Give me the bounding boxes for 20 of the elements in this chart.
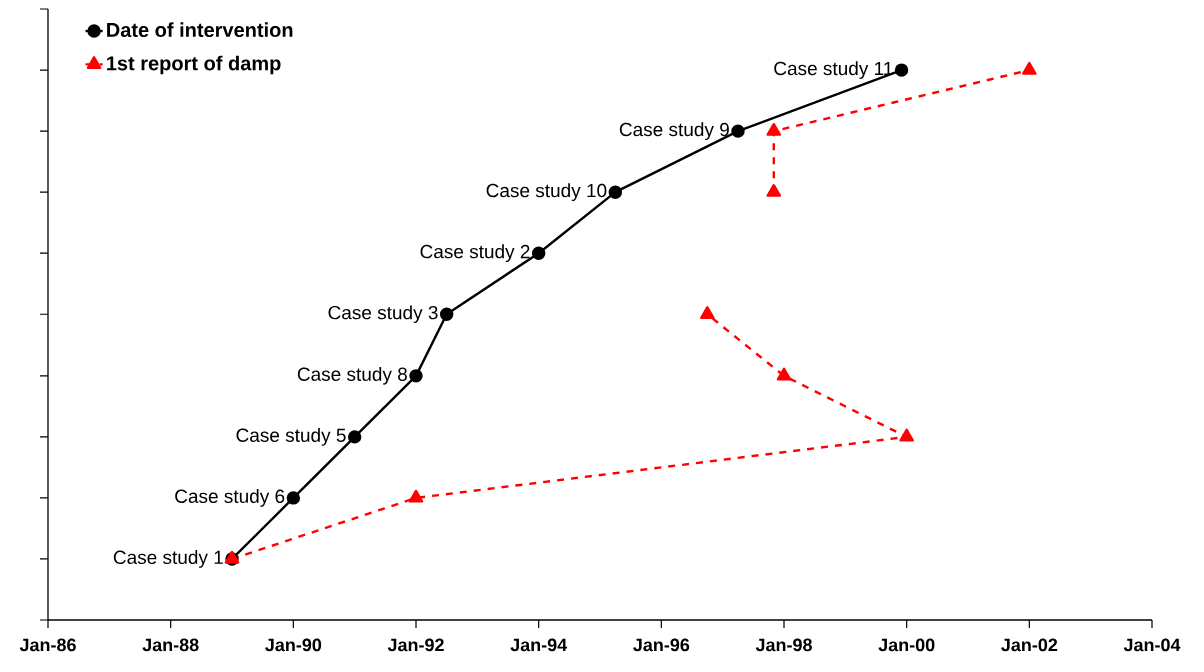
x-tick-label: Jan-98 [755,638,812,652]
annotation: Case study 2 [420,244,530,263]
annotation: Case study 6 [175,489,285,507]
legend-label: 1st report of damp [107,55,281,75]
annotation: Case study 8 [297,366,407,385]
legend-label: Date of intervention [107,22,293,38]
annotation: Case study 3 [328,305,438,324]
annotation: Case study 5 [236,428,346,446]
annotation: Case study 1 [113,550,223,568]
x-tick-label: Jan-86 [19,638,76,652]
x-tick-label: Jan-02 [1001,638,1058,652]
x-tick-label: Jan-00 [878,638,935,652]
annotation: Case study 9 [619,122,729,140]
x-tick-label: Jan-96 [633,638,690,652]
annotation: Case study 10 [486,183,607,202]
x-tick-label: Jan-92 [387,638,444,652]
x-tick-label: Jan-90 [265,638,322,652]
x-tick-label: Jan-04 [1123,638,1181,652]
x-tick-label: Jan-88 [142,638,199,652]
x-tick-label: Jan-94 [510,638,568,652]
